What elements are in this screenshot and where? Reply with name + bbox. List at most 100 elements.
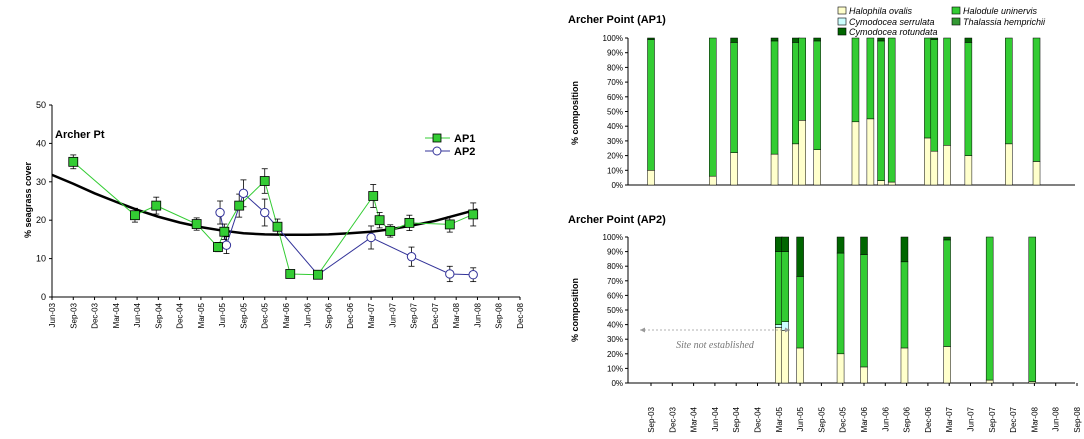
bar-segment-halophila-ovalis [1032,161,1041,186]
data-point-ap1 [313,269,323,280]
bar-segment-halodule-uninervis [770,40,779,155]
bar-segment-halophila-ovalis [775,327,783,384]
y-tick-label: 40% [607,321,623,330]
ap1-chart-ylabel: % composition [570,81,580,145]
y-tick-label: 70% [607,78,623,87]
x-tick-label: Dec-04 [176,302,185,328]
data-point-ap1 [219,226,230,237]
legend-marker-ap1 [432,133,442,143]
x-tick-label: Jun-04 [133,302,142,327]
legend-swatch-cymodocea-rotundata [837,27,847,36]
y-tick-label: 10% [607,166,623,175]
bar-segment-halodule-uninervis [985,236,994,381]
data-point-ap2 [366,232,376,243]
x-tick-label: Dec-07 [431,302,440,328]
bar-chart-ap2: Archer Point (AP2) % composition 0% 10% 20… [568,214,1082,433]
bar-segment-halophila-ovalis [887,181,896,186]
bar-segment-cymodocea-rotundata [930,37,939,40]
x-tick-label: Mar-05 [197,302,206,328]
bar-segment-halophila-ovalis [836,353,845,384]
y-tick-label: 70% [607,277,623,286]
bar-segment-halodule-uninervis [813,40,821,150]
bar-segment-halodule-uninervis [775,251,783,325]
legend-label-ap1: AP1 [454,133,475,145]
bar-segment-cymodocea-rotundata [964,37,973,43]
bar-segment-halodule-uninervis [943,37,951,146]
bar-segment-halophila-ovalis [900,347,909,384]
x-tick-label: Mar-05 [775,406,784,432]
bar-segment-halophila-ovalis [796,347,804,384]
x-tick-label: Sep-08 [1073,406,1082,432]
bar-segment-halodule-uninervis [860,254,868,368]
data-point-ap1 [213,242,223,252]
y-tick-label: 20 [36,215,46,225]
data-point-ap1 [234,200,245,211]
bar-segment-halophila-ovalis [877,180,885,186]
legend-swatch-halophila-ovalis [837,6,847,15]
x-tick-label: Dec-03 [668,406,677,432]
y-tick-label: 90% [607,49,623,58]
bar-segment-cymodocea-rotundata [775,236,783,252]
y-tick-label: 50% [607,108,623,117]
y-tick-label: 30% [607,137,623,146]
bar-segment-halodule-uninervis [866,37,875,120]
y-tick-label: 20% [607,350,623,359]
legend-label-ap2: AP2 [454,146,475,158]
data-point-ap2 [260,207,270,218]
ap2-chart-ylabel: % composition [570,278,580,342]
bar-segment-halophila-ovalis [943,346,951,384]
x-tick-label: Sep-03 [69,302,78,328]
composition-legend: Halophila ovalis Halodule uninervis Cymodo… [837,6,1046,37]
data-point-ap2 [221,240,232,250]
data-point-ap1 [444,219,455,230]
x-tick-label: Sep-07 [410,302,419,328]
ap1-chart-title: Archer Point (AP1) [568,14,666,26]
x-tick-label: Jun-06 [881,406,890,431]
x-tick-label: Sep-06 [903,406,912,432]
data-point-ap1 [385,226,396,236]
x-tick-label: Mar-06 [860,406,869,432]
bar-segment-halodule-uninervis [900,261,909,349]
bar-segment-halodule-uninervis [887,37,896,183]
line-chart: Archer Pt % seagrass cover 0 10 20 30 40 50 Ju… [23,100,525,329]
bar-segment-halodule-uninervis [647,39,655,171]
bar-segment-cymodocea-rotundata [943,236,951,241]
legend-swatch-halodule-uninervis [951,6,961,15]
x-tick-label: Sep-03 [647,406,656,432]
x-tick-label: Jun-04 [711,406,720,431]
x-tick-label: Mar-04 [690,406,699,432]
bar-segment-cymodocea-rotundata [900,236,909,263]
bar-segment-halodule-uninervis [798,37,806,121]
bar-segment-halodule-uninervis [851,37,860,123]
bar-segment-cymodocea-serrulata [775,324,783,328]
x-tick-label: Sep-04 [732,406,741,432]
data-point-ap1 [130,210,140,221]
x-tick-label: Dec-05 [839,406,848,432]
data-point-ap1 [151,200,162,211]
x-tick-label: Jun-07 [388,302,397,327]
x-tick-label: Jun-08 [1052,406,1061,431]
bar-segment-halodule-uninervis [964,42,973,156]
line-chart-legend: AP1 AP2 [425,133,475,158]
x-tick-label: Mar-07 [945,406,954,432]
bar-segment-halophila-ovalis [709,175,717,186]
x-tick-label: Sep-08 [495,302,504,328]
y-tick-label: 0% [611,181,623,190]
bar-segment-cymodocea-rotundata [860,236,868,255]
bar-segment-halophila-ovalis [813,149,821,186]
legend-label-halophila-ovalis: Halophila ovalis [849,6,913,16]
x-tick-label: Mar-08 [1030,406,1039,432]
data-point-ap2 [406,251,417,262]
bar-chart-ap1: Archer Point (AP1) % composition 0% 10% 20… [568,14,1075,190]
legend-label-cymodocea-rotundata: Cymodocea rotundata [849,27,938,37]
bar-segment-cymodocea-rotundata [877,37,885,42]
data-point-ap2 [468,270,478,280]
bar-segment-halophila-ovalis [770,153,779,186]
x-tick-label: Dec-05 [261,302,270,328]
bar-segment-cymodocea-rotundata [813,37,821,42]
x-tick-label: Mar-08 [452,302,461,328]
x-tick-label: Mar-06 [282,302,291,328]
bar-segment-halophila-ovalis [943,145,951,186]
x-tick-label: Dec-03 [91,302,100,328]
bar-segment-halodule-uninervis [1028,236,1037,382]
